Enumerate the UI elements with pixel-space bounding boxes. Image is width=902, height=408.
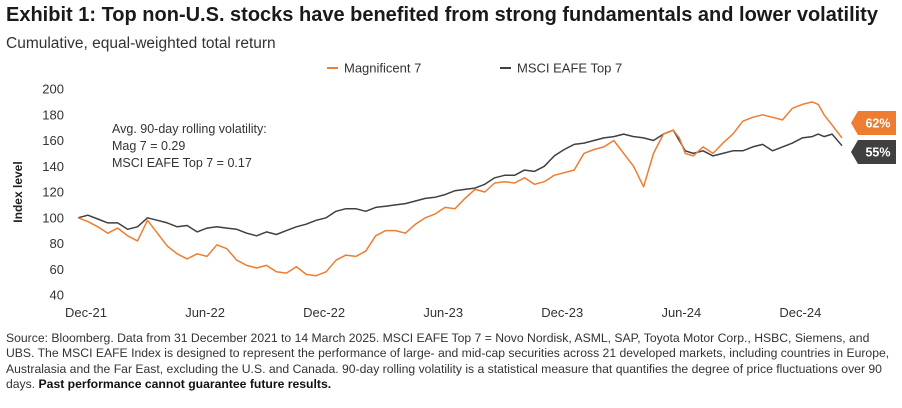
series-group	[77, 101, 843, 277]
end-label-tag	[851, 140, 896, 164]
y-tick-label: 40	[50, 288, 64, 303]
chart-title: Exhibit 1: Top non-U.S. stocks have bene…	[6, 4, 878, 26]
source-note: Source: Bloomberg. Data from 31 December…	[6, 331, 898, 392]
x-tick-label: Jun-23	[423, 305, 463, 320]
series-line-magnificent-7	[77, 101, 843, 277]
x-tick-label: Jun-24	[661, 305, 701, 320]
end-label-tag	[851, 111, 896, 135]
annotation-line: Mag 7 = 0.29	[112, 139, 185, 153]
x-tick-label: Dec-23	[541, 305, 583, 320]
y-tick-label: 160	[42, 133, 64, 148]
end-label-value: 62%	[865, 117, 890, 131]
chart-subtitle: Cumulative, equal-weighted total return	[6, 35, 276, 52]
disclaimer-text: Past performance cannot guarantee future…	[38, 376, 332, 391]
end-labels: 62% 55%	[851, 111, 896, 164]
y-tick-label: 140	[42, 159, 64, 174]
x-tick-label: Dec-22	[303, 305, 345, 320]
annotation-line: MSCI EAFE Top 7 = 0.17	[112, 156, 252, 170]
line-chart: Magnificent 7 MSCI EAFE Top 7 Avg. 90-day…	[11, 61, 896, 320]
legend-label: Magnificent 7	[344, 61, 421, 76]
volatility-annotation: Avg. 90-day rolling volatility: Mag 7 = 0…	[112, 122, 267, 170]
legend: Magnificent 7 MSCI EAFE Top 7	[327, 61, 622, 76]
y-tick-label: 100	[42, 210, 64, 225]
end-label-value: 55%	[865, 146, 890, 160]
y-tick-label: 60	[50, 262, 64, 277]
source-text: Source: Bloomberg. Data from 31 December…	[6, 331, 890, 391]
y-tick-label: 180	[42, 107, 64, 122]
x-tick-label: Jun-22	[185, 305, 225, 320]
x-axis: Dec-21 Jun-22 Dec-22 Jun-23 Dec-23 Jun-24 Dec-…	[65, 305, 821, 320]
x-tick-label: Dec-21	[65, 305, 107, 320]
y-tick-label: 120	[42, 185, 64, 200]
x-tick-label: Dec-24	[779, 305, 821, 320]
annotation-line: Avg. 90-day rolling volatility:	[112, 122, 267, 136]
y-tick-label: 200	[42, 82, 64, 97]
legend-label: MSCI EAFE Top 7	[517, 61, 622, 76]
y-tick-label: 80	[50, 236, 64, 251]
series-line-msci-eafe-top-7	[77, 129, 843, 237]
y-axis: 40 60 80 100 120 140 160 180 200 Index level	[11, 82, 64, 303]
y-axis-title: Index level	[11, 161, 25, 222]
